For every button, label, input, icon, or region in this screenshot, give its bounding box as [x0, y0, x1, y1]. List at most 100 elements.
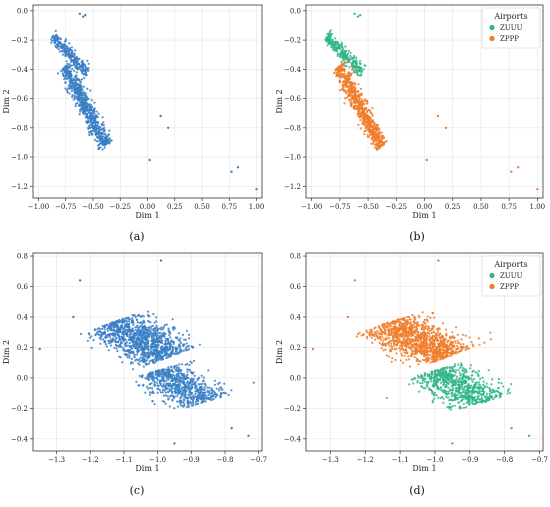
- data-point-zuuu: [344, 53, 346, 55]
- data-point-zppp: [335, 75, 337, 77]
- data-point-zppp: [345, 82, 347, 84]
- data-point: [171, 384, 173, 386]
- data-point-zppp: [381, 135, 383, 137]
- data-point: [127, 335, 129, 337]
- data-point-zppp: [366, 331, 368, 333]
- data-point: [149, 387, 151, 389]
- data-point: [71, 46, 73, 48]
- x-tick-label: −0.75: [329, 203, 350, 211]
- data-point: [193, 360, 195, 362]
- data-point: [79, 279, 81, 281]
- data-point-zppp: [404, 355, 406, 357]
- data-point-zuuu: [337, 55, 339, 57]
- data-point: [152, 380, 154, 382]
- data-point: [216, 388, 218, 390]
- data-point-zuuu: [465, 369, 467, 371]
- data-point-zuuu: [338, 44, 340, 46]
- data-point: [163, 395, 165, 397]
- data-point: [185, 364, 187, 366]
- data-point: [129, 357, 131, 359]
- data-point: [100, 335, 102, 337]
- data-point: [101, 328, 103, 330]
- data-point: [82, 99, 84, 101]
- data-point: [117, 329, 119, 331]
- data-point-zuuu: [482, 388, 484, 390]
- data-point: [149, 331, 151, 333]
- data-point: [93, 102, 95, 104]
- data-point-zuuu: [463, 403, 465, 405]
- data-point-zuuu: [488, 369, 490, 371]
- data-point: [97, 122, 99, 124]
- data-point-zuuu: [433, 371, 435, 373]
- data-point-zuuu: [353, 57, 355, 59]
- data-point: [163, 383, 165, 385]
- data-point-zuuu: [424, 372, 426, 374]
- data-point: [76, 83, 78, 85]
- data-point: [100, 331, 102, 333]
- data-point-zuuu: [423, 378, 425, 380]
- data-point-zppp: [357, 83, 359, 85]
- data-point: [208, 387, 210, 389]
- data-point: [154, 374, 156, 376]
- data-point: [157, 346, 159, 348]
- data-point: [64, 81, 66, 83]
- data-point: [140, 356, 142, 358]
- data-point: [255, 188, 257, 190]
- data-point-zuuu: [344, 46, 346, 48]
- data-point-zuuu: [476, 396, 478, 398]
- data-point-zuuu: [472, 387, 474, 389]
- data-point-zuuu: [486, 383, 488, 385]
- data-point-zppp: [354, 91, 356, 93]
- data-point-zuuu: [328, 42, 330, 44]
- data-point: [149, 374, 151, 376]
- data-point: [73, 64, 75, 66]
- data-point-zuuu: [332, 47, 334, 49]
- data-point: [110, 344, 112, 346]
- data-point: [186, 371, 188, 373]
- data-point-zppp: [380, 144, 382, 146]
- data-point: [90, 131, 92, 133]
- data-point: [183, 395, 185, 397]
- data-point: [132, 335, 134, 337]
- data-point: [83, 113, 85, 115]
- data-point: [152, 361, 154, 363]
- x-axis-label: Dim 1: [412, 211, 436, 220]
- data-point-zuuu: [446, 394, 448, 396]
- data-point-zppp: [430, 361, 432, 363]
- data-point: [172, 396, 174, 398]
- data-point: [188, 402, 190, 404]
- data-point: [120, 356, 122, 358]
- data-point: [71, 56, 73, 58]
- data-point: [83, 91, 85, 93]
- x-tick-label: −0.50: [82, 203, 103, 211]
- data-point: [170, 339, 172, 341]
- data-point: [122, 347, 124, 349]
- data-point-zppp: [357, 91, 359, 93]
- data-point-zuuu: [462, 367, 464, 369]
- data-point-zuuu: [464, 376, 466, 378]
- data-point-zuuu: [414, 378, 416, 380]
- data-point-zuuu: [500, 395, 502, 397]
- data-point-zppp: [445, 329, 447, 331]
- data-point: [129, 329, 131, 331]
- data-point: [183, 383, 185, 385]
- data-point: [211, 387, 213, 389]
- data-point: [165, 385, 167, 387]
- data-point-zuuu: [469, 367, 471, 369]
- data-point: [104, 324, 106, 326]
- data-point: [136, 324, 138, 326]
- data-point: [82, 16, 84, 18]
- data-point: [192, 398, 194, 400]
- data-point-zuuu: [443, 382, 445, 384]
- data-point: [55, 46, 57, 48]
- data-point: [79, 111, 81, 113]
- data-point: [82, 63, 84, 65]
- data-point: [178, 352, 180, 354]
- data-point-zppp: [368, 129, 370, 131]
- data-point: [158, 340, 160, 342]
- data-point: [162, 372, 164, 374]
- data-point-zuuu: [440, 387, 442, 389]
- data-point: [97, 140, 99, 142]
- data-point: [111, 327, 113, 329]
- data-point-zppp: [341, 84, 343, 86]
